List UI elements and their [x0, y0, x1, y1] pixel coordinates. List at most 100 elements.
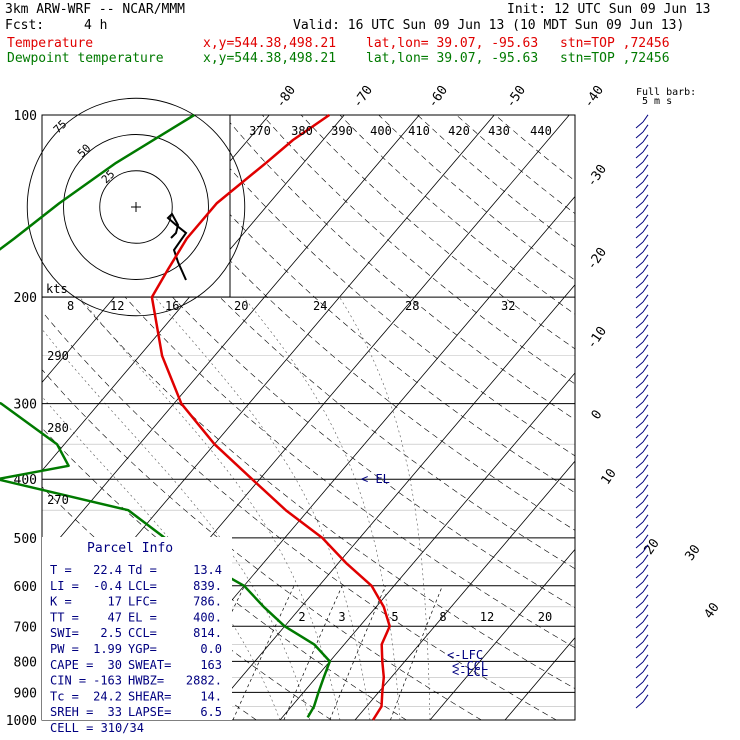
wind-barb	[635, 631, 644, 639]
wind-barb-flag	[642, 234, 649, 243]
theta-label: 390	[331, 124, 353, 138]
wind-barb-flag	[642, 514, 649, 523]
parcel-info-value: 839.	[193, 579, 222, 593]
hodograph-ring	[99, 170, 173, 244]
wind-barb	[635, 541, 644, 549]
wind-barb	[635, 381, 644, 389]
mixing-ratio-label: 8	[439, 610, 446, 624]
theta-label: 400	[370, 124, 392, 138]
wind-barb	[635, 181, 644, 189]
dry-adiabat	[495, 115, 575, 182]
wind-barb	[635, 261, 644, 269]
isotherm-label: -40	[581, 83, 607, 111]
dry-adiabat	[42, 252, 575, 689]
parcel-info-value: 1.99	[93, 642, 122, 656]
isotherm-label: -30	[584, 162, 610, 190]
parcel-info-value: 13.4	[193, 563, 222, 577]
wind-barb-flag	[642, 424, 649, 433]
wind-barb	[635, 641, 644, 649]
wind-barb	[635, 651, 644, 659]
parcel-info-key: SWEAT=	[128, 658, 171, 672]
wind-barb-flag	[642, 384, 649, 393]
lfc-marker: <-LFC	[447, 648, 483, 662]
wind-barb	[635, 361, 644, 369]
barb-header: Full barb:	[636, 87, 696, 98]
wind-barb	[635, 511, 644, 519]
wind-barb-flag	[642, 454, 649, 463]
isotherm-label: 30	[682, 542, 703, 563]
parcel-info-key: SHEAR=	[128, 689, 171, 703]
hodograph-speed-label: 20	[234, 299, 248, 313]
wind-barb-flag	[642, 414, 649, 423]
wind-barb-flag	[642, 274, 649, 283]
wind-barb-flag	[642, 524, 649, 533]
pressure-tick-label: 700	[14, 620, 37, 635]
parcel-info-title: Parcel Info	[87, 541, 173, 556]
wind-barb	[635, 351, 644, 359]
parcel-info-value: 6.5	[200, 705, 222, 719]
theta-label: 430	[488, 124, 510, 138]
hodograph-speed-label: kts	[46, 282, 68, 296]
wind-barb-flag	[642, 194, 649, 203]
pressure-tick-label: 900	[14, 686, 37, 701]
wind-barb-flag	[642, 574, 649, 583]
wind-barb-flag	[642, 114, 649, 123]
parcel-info-value: -0.4	[93, 579, 122, 593]
wind-barb-flag	[642, 654, 649, 663]
moist-adiabat	[243, 296, 401, 720]
wind-barb	[635, 461, 644, 469]
parcel-info-value: 0.0	[200, 642, 222, 656]
isotherm-label: 0	[589, 407, 606, 422]
wind-barb-flag	[642, 334, 649, 343]
parcel-info-key: K =	[50, 595, 72, 609]
parcel-info-value: 400.	[193, 610, 222, 624]
wind-barbs: Full barb:5 m s	[635, 87, 696, 709]
wind-barb-flag	[642, 664, 649, 673]
wind-barb-flag	[642, 344, 649, 353]
wind-barb	[635, 561, 644, 569]
hodograph-speed-label: 32	[501, 299, 515, 313]
parcel-info-key: LCL=	[128, 579, 157, 593]
moist-adiabat	[42, 396, 281, 720]
parcel-info-value: 24.2	[93, 689, 122, 703]
parcel-info-key: CIN =	[50, 674, 86, 688]
parcel-info-key: EL =	[128, 610, 157, 624]
dry-adiabat	[42, 133, 575, 609]
pressure-tick-label: 800	[14, 655, 37, 670]
theta-label: 280	[47, 421, 69, 435]
wind-barb-flag	[642, 324, 649, 333]
wind-barb	[635, 411, 644, 419]
wind-barb-flag	[642, 314, 649, 323]
model-title: 3km ARW-WRF -- NCAR/MMM	[5, 2, 186, 17]
hodograph-speed-label: 16	[165, 299, 179, 313]
wind-barb	[635, 271, 644, 279]
wind-barb	[635, 531, 644, 539]
wind-barb	[635, 321, 644, 329]
wind-barb	[635, 481, 644, 489]
wind-barb	[635, 391, 644, 399]
el-marker: < EL	[361, 472, 390, 486]
dewpoint-xy: x,y=544.38,498.21	[203, 51, 337, 66]
isotherm-label: -70	[350, 83, 376, 111]
parcel-info-key: CCL=	[128, 626, 157, 640]
wind-barb-flag	[642, 584, 649, 593]
wind-barb-flag	[642, 184, 649, 193]
parcel-info-value: 33	[108, 705, 122, 719]
isotherm-label: -50	[503, 83, 529, 111]
wind-barb	[635, 151, 644, 159]
dry-adiabat	[184, 115, 575, 457]
wind-barb-flag	[642, 474, 649, 483]
parcel-info-key: LFC=	[128, 595, 157, 609]
isotherm	[204, 284, 575, 720]
lcl-marker: <-LCL	[452, 665, 488, 679]
isotherm	[279, 372, 575, 720]
wind-barb	[635, 671, 644, 679]
wind-barb-flag	[642, 684, 649, 693]
wind-barb-flag	[642, 364, 649, 373]
theta-label: 410	[408, 124, 430, 138]
temperature-legend-label: Temperature	[7, 36, 94, 51]
wind-barb-flag	[642, 614, 649, 623]
hodograph-speed-label: 24	[313, 299, 327, 313]
dry-adiabat	[378, 115, 575, 281]
parcel-info-value: 30	[108, 658, 122, 672]
